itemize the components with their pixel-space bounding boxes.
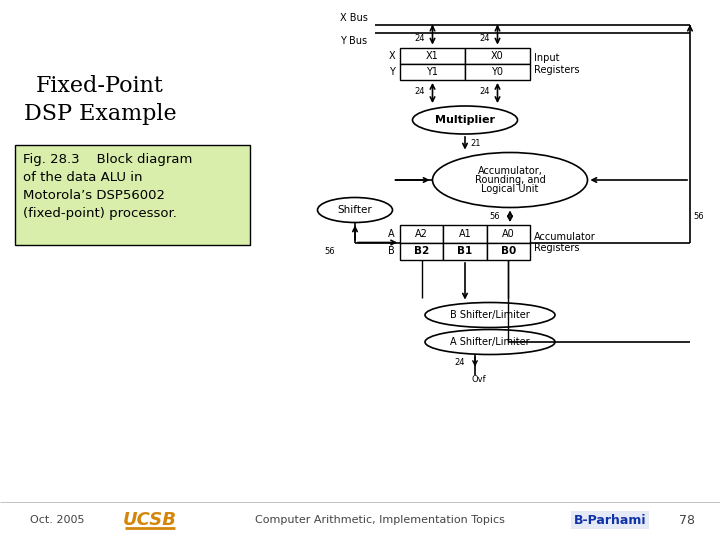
Text: Y: Y: [389, 67, 395, 77]
Text: Multiplier: Multiplier: [435, 115, 495, 125]
Text: B0: B0: [500, 246, 516, 256]
Text: 24: 24: [479, 34, 490, 43]
Text: A2: A2: [415, 229, 428, 239]
Text: Accumulator
Registers: Accumulator Registers: [534, 232, 595, 253]
Text: B-Parhami: B-Parhami: [574, 514, 647, 526]
Bar: [400, 242, 444, 260]
Text: 21: 21: [470, 139, 480, 148]
Ellipse shape: [425, 302, 555, 327]
Text: X1: X1: [426, 51, 439, 61]
Text: 78: 78: [679, 514, 695, 526]
Text: Y0: Y0: [492, 67, 503, 77]
Text: A: A: [388, 229, 395, 239]
Bar: [465, 48, 530, 64]
Text: 24: 24: [479, 86, 490, 96]
Text: Accumulator,: Accumulator,: [477, 166, 542, 176]
Text: Y Bus: Y Bus: [340, 36, 367, 46]
Bar: [400, 48, 465, 64]
Text: Logical Unit: Logical Unit: [481, 184, 539, 194]
Text: 56: 56: [325, 247, 335, 256]
Ellipse shape: [433, 152, 588, 207]
Text: 24: 24: [454, 358, 465, 367]
Text: Ovf: Ovf: [472, 375, 487, 383]
Text: B: B: [388, 246, 395, 256]
Text: B1: B1: [457, 246, 472, 256]
Text: A0: A0: [502, 229, 515, 239]
Bar: [15, 145, 250, 245]
Bar: [487, 242, 530, 260]
Ellipse shape: [425, 329, 555, 354]
Text: Input
Registers: Input Registers: [534, 53, 580, 75]
Text: 56: 56: [693, 212, 703, 221]
Text: UCSB: UCSB: [123, 511, 177, 529]
Bar: [487, 225, 530, 242]
Ellipse shape: [318, 198, 392, 222]
Text: X Bus: X Bus: [340, 13, 368, 23]
Text: 24: 24: [414, 34, 425, 43]
Text: Fig. 28.3    Block diagram
of the data ALU in
Motorola’s DSP56002
(fixed-point) : Fig. 28.3 Block diagram of the data ALU …: [23, 153, 192, 220]
Text: 24: 24: [414, 86, 425, 96]
Bar: [400, 64, 465, 80]
Bar: [400, 225, 444, 242]
Text: Oct. 2005: Oct. 2005: [30, 515, 84, 525]
Ellipse shape: [413, 106, 518, 134]
Text: A1: A1: [459, 229, 472, 239]
Text: Fixed-Point
DSP Example: Fixed-Point DSP Example: [24, 76, 176, 125]
Text: Rounding, and: Rounding, and: [474, 175, 545, 185]
Bar: [444, 225, 487, 242]
Text: B Shifter/Limiter: B Shifter/Limiter: [450, 310, 530, 320]
Text: Shifter: Shifter: [338, 205, 372, 215]
Text: X: X: [388, 51, 395, 61]
Text: Computer Arithmetic, Implementation Topics: Computer Arithmetic, Implementation Topi…: [255, 515, 505, 525]
Bar: [465, 64, 530, 80]
Text: 56: 56: [490, 212, 500, 221]
Text: B2: B2: [414, 246, 429, 256]
Text: X0: X0: [491, 51, 504, 61]
Text: A Shifter/Limiter: A Shifter/Limiter: [450, 337, 530, 347]
Text: Y1: Y1: [426, 67, 438, 77]
Bar: [444, 242, 487, 260]
